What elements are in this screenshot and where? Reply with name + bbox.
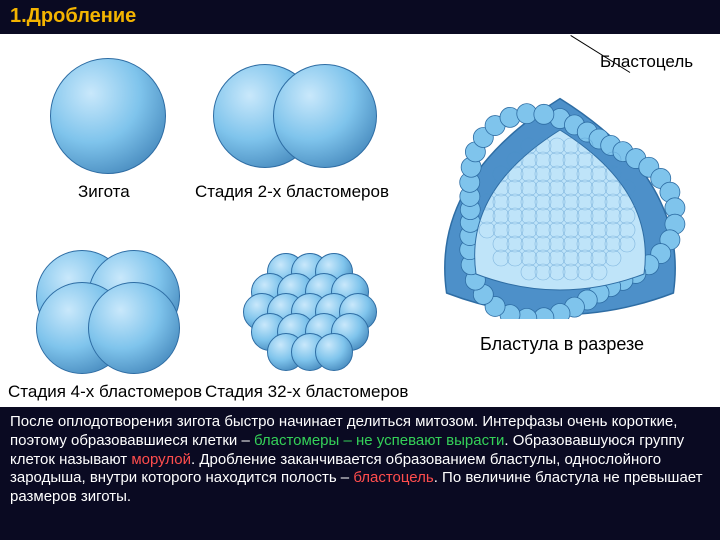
title-bar: 1.Дробление [0, 0, 720, 34]
diagram-area: Зигота Стадия 2-х бластомеров Стадия 4-х… [0, 34, 720, 407]
zygote-label: Зигота [78, 182, 130, 202]
para-k2: морулой [131, 451, 191, 468]
description-panel: После оплодотворения зигота быстро начин… [0, 407, 720, 540]
two-cell-label: Стадия 2-х бластомеров [195, 182, 389, 202]
thirtytwo-cell-label: Стадия 32-х бластомеров [205, 382, 408, 402]
para-k3: бластоцель [353, 469, 433, 486]
page-title: 1.Дробление [10, 5, 136, 27]
four-cell-label: Стадия 4-х бластомеров [8, 382, 202, 402]
para-k1: бластомеры – не успевают вырасти [254, 432, 504, 449]
blastula-section [430, 89, 690, 319]
blastula-label: Бластула в разрезе [480, 334, 644, 355]
